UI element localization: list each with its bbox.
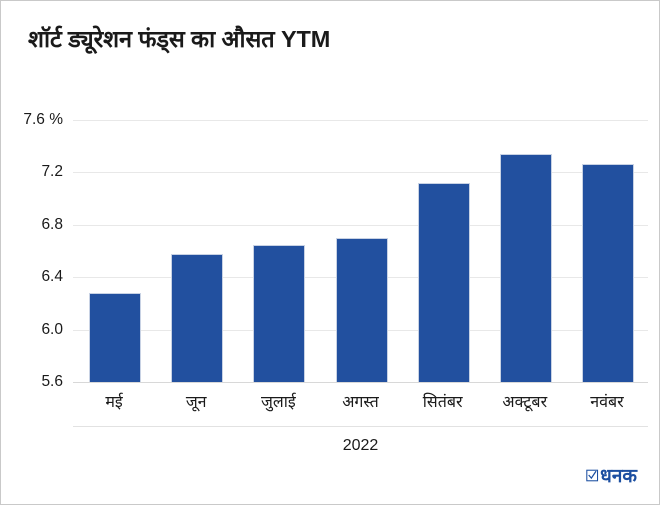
y-axis-tick-label: 7.6 % (23, 111, 63, 128)
brand-logo-text: धनक (600, 466, 637, 487)
gridline (73, 224, 648, 226)
x-axis-tick-label: अगस्त (342, 394, 379, 411)
bar[interactable] (89, 293, 142, 382)
y-axis-tick-label: 7.2 (41, 163, 63, 181)
x-axis-rule (73, 426, 648, 427)
bar[interactable] (581, 163, 634, 382)
brand-logo: धनक (586, 467, 637, 486)
y-axis-tick-label: 6.8 (41, 215, 63, 233)
plot-area: 7.6 % 7.2 6.8 6.4 6.0 5.6 (23, 111, 648, 390)
checkbox-check-icon (586, 469, 599, 484)
x-axis-title: 2022 (342, 437, 379, 454)
bar[interactable] (417, 183, 470, 382)
bar[interactable] (335, 238, 388, 382)
bar[interactable] (253, 244, 306, 382)
x-axis-tick-label: अक्टूबर (502, 394, 548, 411)
x-axis-tick-label: सितंबर (422, 394, 463, 411)
bar[interactable] (171, 253, 224, 382)
x-axis-tick-labels: मई जून जुलाई अगस्त सितंबर अक्टूबर नवंबर (73, 390, 648, 420)
x-axis-tick-label: जुलाई (260, 394, 296, 411)
x-axis-tick-label: नवंबर (590, 394, 624, 411)
bar[interactable] (499, 154, 552, 382)
gridline (73, 172, 648, 174)
gridline (73, 382, 648, 383)
y-axis-tick-label: 6.0 (41, 320, 63, 338)
page-title: शॉर्ट ड्यूरेशन फंड्स का औसत YTM (28, 26, 331, 52)
y-axis-tick-label: 5.6 (41, 373, 63, 390)
bar-series (73, 120, 648, 382)
x-axis-tick-label: जून (185, 394, 207, 411)
x-axis-tick-label: मई (105, 394, 123, 411)
y-axis-tick-label: 6.4 (41, 268, 63, 286)
gridline (73, 120, 648, 121)
